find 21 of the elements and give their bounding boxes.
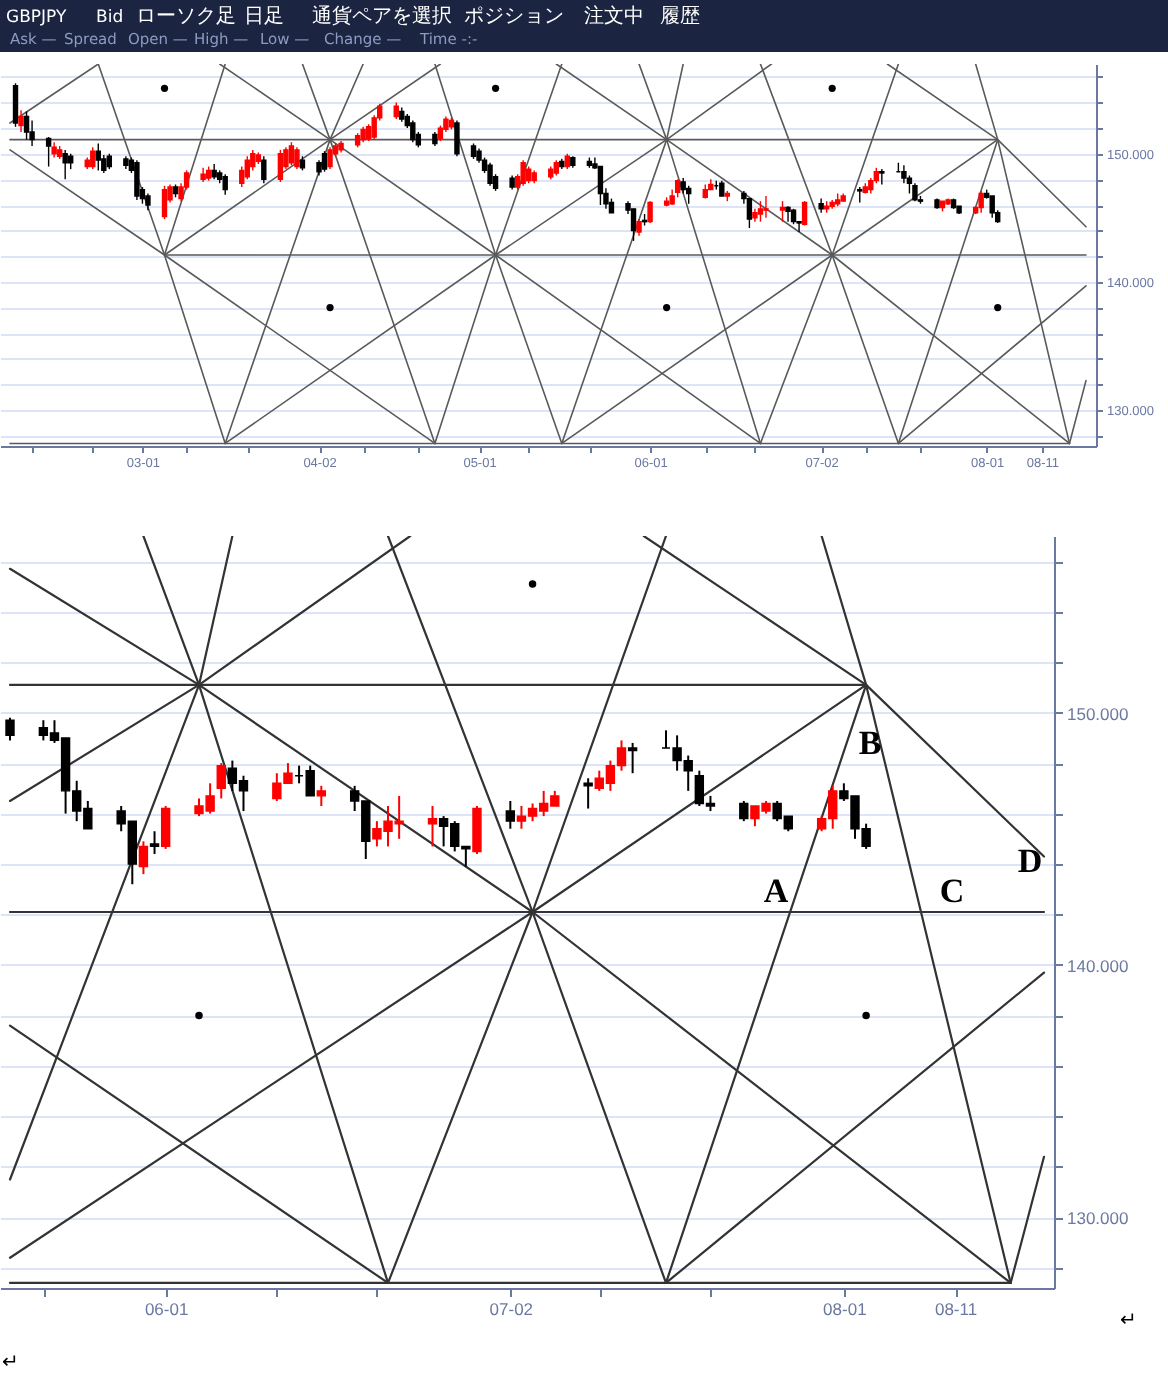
x-tick-label: 08-01 [823, 1299, 868, 1319]
text: 履歴 [660, 6, 700, 28]
annotation: C [939, 872, 965, 910]
text: 日足 [244, 6, 284, 28]
y-tick-label: 130.000 [1067, 1208, 1129, 1229]
text: 注文中 [584, 4, 644, 28]
text: 通貨ペアを選択 [312, 4, 452, 28]
annotation: B [858, 724, 882, 762]
text: GBPJPY [6, 8, 68, 28]
y-tick-label: 140.000 [1067, 955, 1129, 976]
x-tick-label: 07-02 [489, 1299, 534, 1319]
text: Bid [96, 8, 124, 28]
text: ポジション [464, 6, 564, 28]
text: ↵ [1120, 1310, 1137, 1332]
annotation: A [763, 872, 790, 910]
x-tick-label: 06-01 [144, 1299, 189, 1319]
annotation: D [1017, 842, 1043, 880]
x-tick-label: 08-11 [934, 1299, 978, 1319]
y-tick-label: 150.000 [1067, 703, 1129, 724]
text: ローソク足 [136, 6, 236, 28]
text: ↵ [2, 1352, 19, 1374]
